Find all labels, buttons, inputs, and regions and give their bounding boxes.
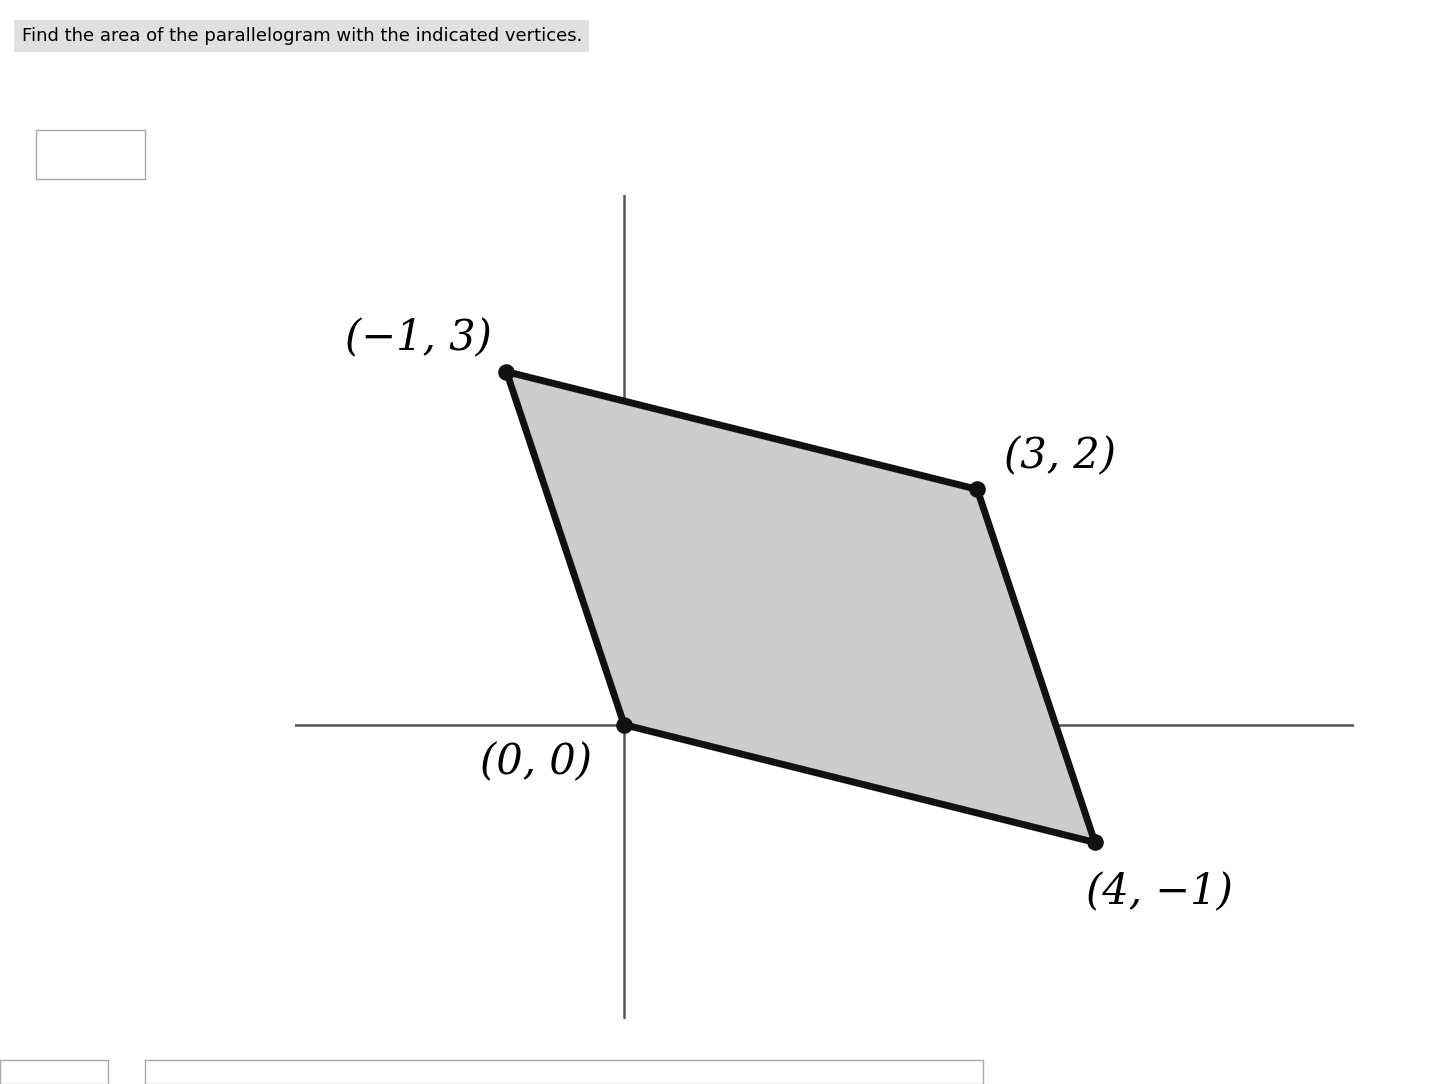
Text: (4, −1): (4, −1) — [1086, 870, 1233, 913]
Text: (−1, 3): (−1, 3) — [344, 318, 492, 360]
Text: Find the area of the parallelogram with the indicated vertices.: Find the area of the parallelogram with … — [22, 27, 583, 46]
Point — [966, 480, 989, 498]
Point — [495, 363, 518, 380]
Point — [613, 717, 636, 734]
Text: (3, 2): (3, 2) — [1004, 436, 1116, 477]
Text: (0, 0): (0, 0) — [480, 741, 591, 784]
Polygon shape — [506, 372, 1095, 842]
Point — [1083, 834, 1106, 851]
